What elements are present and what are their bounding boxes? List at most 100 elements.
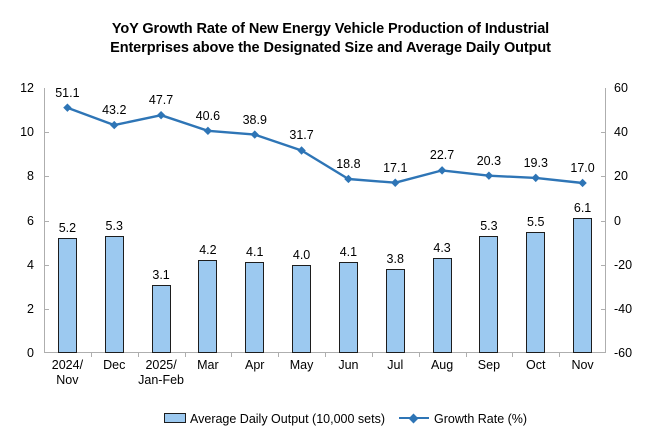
x-axis-category-label: Apr — [245, 358, 265, 372]
bar-value-label: 3.8 — [386, 252, 404, 267]
bar-value-label: 5.3 — [480, 218, 498, 233]
line-series — [63, 103, 587, 188]
bar-value-label: 6.1 — [573, 201, 592, 216]
x-axis-category-label: Nov — [571, 358, 594, 372]
legend-bar-label: Average Daily Output (10,000 sets) — [190, 412, 386, 426]
plot-area — [44, 88, 606, 357]
bar — [338, 262, 358, 353]
growth-rate-marker — [484, 171, 494, 180]
x-axis-tick — [512, 352, 514, 357]
growth-rate-line — [66, 106, 584, 185]
y-axis-left-tick — [44, 176, 49, 178]
line-value-label: 19.3 — [523, 155, 548, 170]
y-axis-right-tick-label: -40 — [614, 301, 633, 316]
growth-rate-marker — [63, 103, 72, 112]
y-axis-left-tick-label: 12 — [20, 81, 34, 95]
line-value-label: 47.7 — [148, 93, 174, 108]
x-axis-tick — [184, 352, 186, 357]
x-axis-tick — [137, 352, 139, 357]
x-axis-category-label: Aug — [430, 358, 454, 372]
y-axis-left-tick — [44, 264, 49, 266]
growth-rate-marker — [250, 130, 259, 139]
y-axis-right-tick — [601, 220, 606, 222]
x-axis-tick — [278, 352, 280, 357]
x-axis-tick — [325, 352, 326, 357]
x-axis-category-label: Jul — [387, 358, 404, 372]
x-axis-tick — [559, 352, 561, 357]
x-axis-category-label: Jun — [338, 358, 359, 372]
y-axis-right-tick — [601, 132, 606, 134]
y-axis-left-tick — [44, 220, 49, 222]
x-axis-category-label: 2024/ Nov — [51, 358, 84, 387]
chart-legend: Average Daily Output (10,000 sets) Growt… — [0, 409, 660, 431]
x-axis-category-label: Mar — [197, 358, 219, 372]
y-axis-left-tick-label: 8 — [27, 169, 34, 184]
bar — [573, 218, 593, 353]
x-axis-category-label: 2025/ Jan-Feb — [138, 358, 184, 387]
x-axis-tick — [371, 352, 373, 357]
bar-value-label: 5.3 — [105, 218, 123, 233]
y-axis-right-tick-label: -20 — [614, 257, 633, 272]
bar — [57, 238, 77, 353]
x-axis-category-label: Oct — [526, 358, 546, 372]
x-axis-tick — [418, 352, 420, 357]
growth-rate-marker — [156, 110, 166, 120]
line-value-label: 17.0 — [570, 160, 595, 175]
bar-value-label: 4.1 — [339, 245, 358, 260]
x-axis-category-label: Sep — [477, 358, 501, 372]
bar — [198, 260, 218, 353]
y-axis-right-tick-label: -60 — [614, 346, 633, 360]
chart-title-line-2: Enterprises above the Designated Size an… — [110, 40, 551, 56]
bar — [245, 262, 265, 353]
y-axis-left-tick-label: 6 — [27, 213, 34, 228]
line-value-label: 22.7 — [429, 148, 455, 163]
y-axis-right-tick — [601, 176, 606, 178]
y-axis-left-tick — [44, 308, 49, 310]
growth-rate-marker — [578, 178, 587, 188]
line-value-label: 17.1 — [383, 160, 408, 175]
x-axis-tick — [465, 352, 467, 357]
y-axis-left-tick — [44, 132, 49, 134]
bar-value-label: 3.1 — [152, 267, 170, 282]
bar — [104, 235, 124, 353]
line-value-label: 40.6 — [195, 108, 221, 123]
line-value-label: 51.1 — [55, 85, 80, 100]
growth-rate-marker — [344, 174, 353, 184]
growth-rate-marker — [297, 146, 306, 155]
growth-rate-marker — [391, 178, 400, 187]
x-axis-category-label: May — [289, 358, 314, 372]
y-axis-right-tick — [601, 264, 606, 266]
y-axis-right-tick-label: 0 — [614, 213, 621, 228]
growth-rate-marker — [531, 173, 540, 183]
y-axis-left-tick-label: 4 — [27, 257, 34, 272]
bar — [292, 264, 312, 353]
x-axis-category-label: Dec — [103, 358, 126, 372]
y-axis-right-tick-label: 60 — [614, 81, 628, 95]
growth-rate-marker — [203, 126, 213, 136]
bar-value-label: 4.3 — [433, 241, 451, 256]
bar-value-label: 4.0 — [292, 247, 311, 262]
growth-rate-marker — [437, 166, 447, 175]
y-axis-left-tick-label: 0 — [27, 346, 34, 360]
bar — [432, 258, 452, 353]
bar — [479, 235, 499, 353]
chart-title-line-1: YoY Growth Rate of New Energy Vehicle Pr… — [111, 21, 550, 37]
legend-line-label: Growth Rate (%) — [434, 412, 528, 426]
bar — [526, 231, 546, 353]
line-value-label: 18.8 — [336, 156, 361, 171]
line-value-label: 31.7 — [289, 128, 314, 143]
bar — [151, 284, 171, 353]
bar-value-label: 4.2 — [199, 243, 217, 258]
y-axis-right-tick-label: 20 — [614, 169, 628, 184]
line-value-label: 43.2 — [102, 103, 127, 118]
y-axis-left-tick-label: 2 — [27, 301, 34, 316]
growth-rate-marker — [110, 120, 119, 130]
bar-value-label: 5.2 — [58, 221, 77, 236]
legend-line-marker-icon — [408, 413, 419, 423]
bar — [385, 269, 405, 353]
y-axis-right-tick-label: 40 — [614, 125, 628, 140]
bar-value-label: 5.5 — [527, 214, 545, 229]
x-axis-tick — [231, 352, 233, 357]
line-value-label: 20.3 — [476, 153, 502, 168]
